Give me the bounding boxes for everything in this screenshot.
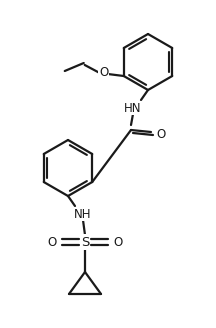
Text: O: O [113,236,123,249]
Text: S: S [81,236,89,249]
Text: O: O [99,67,108,79]
Text: HN: HN [124,101,142,114]
Text: O: O [47,236,57,249]
Text: NH: NH [74,208,92,220]
Text: O: O [156,129,166,141]
